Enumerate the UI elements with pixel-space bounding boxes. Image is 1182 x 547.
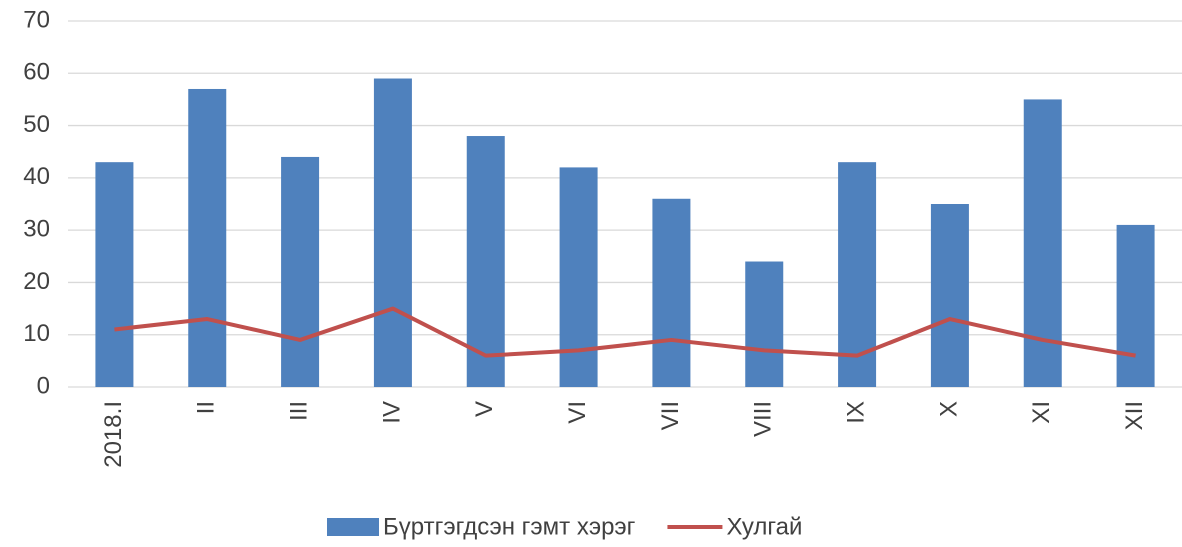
line bbox=[114, 306, 1136, 358]
x-tick-label: VI bbox=[564, 401, 591, 424]
y-tick-label: 20 bbox=[23, 268, 50, 295]
bar bbox=[559, 167, 598, 387]
bar bbox=[95, 162, 134, 387]
x-tick-label: X bbox=[935, 401, 962, 417]
legend-label: Хулгай bbox=[726, 513, 802, 540]
bar bbox=[745, 261, 784, 387]
x-tick-label: 2018.I bbox=[100, 401, 127, 468]
x-tick-label: II bbox=[193, 401, 220, 414]
y-tick-label: 10 bbox=[23, 320, 50, 347]
legend-label: Бүртгэгдсэн гэмт хэрэг bbox=[383, 513, 636, 540]
bar bbox=[281, 156, 320, 387]
x-tick-label: XII bbox=[1121, 401, 1148, 430]
y-tick-label: 60 bbox=[23, 59, 50, 86]
x-tick-label: IX bbox=[842, 401, 869, 424]
x-tick-label: V bbox=[471, 401, 498, 417]
y-tick-label: 50 bbox=[23, 111, 50, 138]
y-tick-label: 70 bbox=[23, 6, 50, 33]
x-tick-label: IV bbox=[378, 401, 405, 424]
bar bbox=[466, 136, 505, 387]
bar bbox=[930, 204, 969, 387]
y-tick-label: 40 bbox=[23, 163, 50, 190]
bar bbox=[188, 88, 227, 387]
y-tick-label: 30 bbox=[23, 215, 50, 242]
x-tick-label: XI bbox=[1028, 401, 1055, 424]
bar bbox=[373, 78, 412, 387]
bar bbox=[1116, 224, 1155, 387]
bar bbox=[652, 198, 691, 387]
x-tick-label: VIII bbox=[750, 401, 777, 437]
x-tick-label: III bbox=[285, 401, 312, 421]
x-tick-label: VII bbox=[657, 401, 684, 430]
y-tick-label: 0 bbox=[37, 372, 50, 399]
legend-swatch bbox=[327, 518, 379, 536]
